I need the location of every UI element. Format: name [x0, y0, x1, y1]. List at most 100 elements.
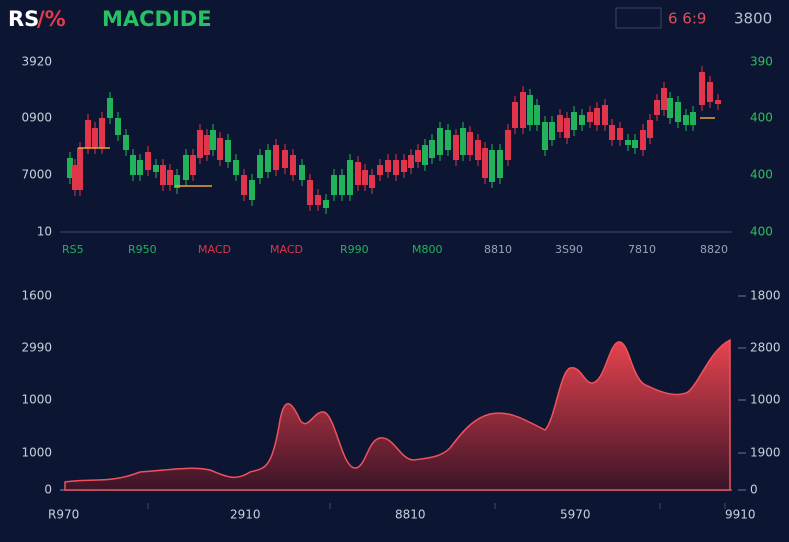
title-prefix: RS	[8, 7, 39, 31]
left-label: 0900	[21, 111, 52, 125]
candle-body	[197, 130, 203, 158]
candle-body	[67, 158, 73, 178]
candle-body	[654, 100, 660, 115]
candle-body	[123, 135, 129, 150]
candle-body	[587, 112, 593, 122]
candle-body	[323, 200, 329, 208]
header-price: 3800	[734, 10, 772, 28]
candle-body	[210, 130, 216, 150]
left-label: 10	[37, 225, 52, 239]
candle-body	[347, 160, 353, 195]
candle-body	[617, 128, 623, 140]
candle-body	[632, 140, 638, 148]
candle-body	[385, 160, 391, 172]
candle-body	[217, 138, 223, 160]
candle-body	[145, 152, 151, 170]
title-symbol: /%	[37, 7, 66, 31]
left-label: 1000	[21, 446, 52, 460]
candle-body	[85, 120, 91, 148]
candle-body	[92, 128, 98, 148]
left-label: 0	[44, 483, 52, 497]
candle-body	[453, 135, 459, 160]
candle-body	[362, 170, 368, 185]
candle-body	[675, 102, 681, 122]
candle-body	[225, 140, 231, 162]
indicator-label: MACD	[198, 243, 231, 256]
candle-body	[625, 140, 631, 145]
candle-body	[579, 115, 585, 125]
candle-body	[549, 122, 555, 140]
candle-body	[265, 150, 271, 172]
right-label: 0	[750, 483, 758, 497]
candle-body	[661, 88, 667, 110]
candle-body	[534, 105, 540, 125]
candle-body	[249, 180, 255, 200]
left-label: 3920	[21, 55, 52, 69]
candle-body	[683, 115, 689, 125]
right-label: 400	[750, 111, 773, 125]
candle-body	[282, 150, 288, 168]
candle-body	[315, 195, 321, 205]
candle-body	[707, 82, 713, 102]
candle-body	[167, 170, 173, 185]
header-time: 6 6:9	[668, 10, 706, 28]
candle-body	[331, 175, 337, 195]
header-box[interactable]	[615, 7, 662, 29]
candle-body	[72, 165, 78, 190]
left-label: 2990	[21, 341, 52, 355]
candle-body	[690, 112, 696, 125]
candle-body	[602, 105, 608, 125]
candle-body	[377, 165, 383, 175]
candle-body	[273, 145, 279, 170]
candle-body	[527, 95, 533, 125]
candle-body	[183, 155, 189, 180]
candle-body	[204, 135, 210, 155]
left-label: 1000	[21, 393, 52, 407]
candle-body	[190, 155, 196, 175]
candle-body	[115, 118, 121, 135]
candle-body	[401, 160, 407, 172]
x-label: 2910	[230, 508, 261, 522]
right-label: 1800	[750, 289, 781, 303]
volume-area	[64, 338, 731, 491]
candle-body	[667, 98, 673, 118]
indicator-label: 7810	[628, 243, 656, 256]
candle-body	[241, 175, 247, 195]
candle-body	[609, 125, 615, 140]
candle-body	[647, 120, 653, 138]
candle-body	[307, 180, 313, 205]
candle-body	[520, 92, 526, 128]
candle-body	[160, 165, 166, 185]
indicator-label: R990	[340, 243, 369, 256]
candle-body	[437, 128, 443, 155]
candle-body	[422, 145, 428, 165]
candle-body	[257, 155, 263, 178]
candle-body	[542, 122, 548, 150]
x-label: 8810	[395, 508, 426, 522]
candle-body	[505, 130, 511, 160]
candle-body	[77, 148, 83, 190]
candle-body	[429, 140, 435, 158]
candle-body	[640, 130, 646, 150]
candle-body	[715, 100, 721, 104]
right-label: 400	[750, 168, 773, 182]
candle-body	[393, 160, 399, 175]
candle-body	[564, 118, 570, 138]
right-label: 1000	[750, 393, 781, 407]
candle-body	[557, 115, 563, 132]
candle-body	[290, 155, 296, 175]
candle-body	[594, 108, 600, 125]
candle-body	[153, 165, 159, 172]
x-label: 9910	[725, 508, 756, 522]
candle-body	[339, 175, 345, 195]
candle-body	[107, 98, 113, 118]
candle-body	[467, 132, 473, 155]
indicator-label: 8820	[700, 243, 728, 256]
candle-body	[174, 175, 180, 188]
x-label: R970	[48, 508, 79, 522]
indicator-label: R950	[128, 243, 157, 256]
candle-body	[489, 150, 495, 182]
right-label: 1900	[750, 446, 781, 460]
candle-body	[369, 175, 375, 188]
